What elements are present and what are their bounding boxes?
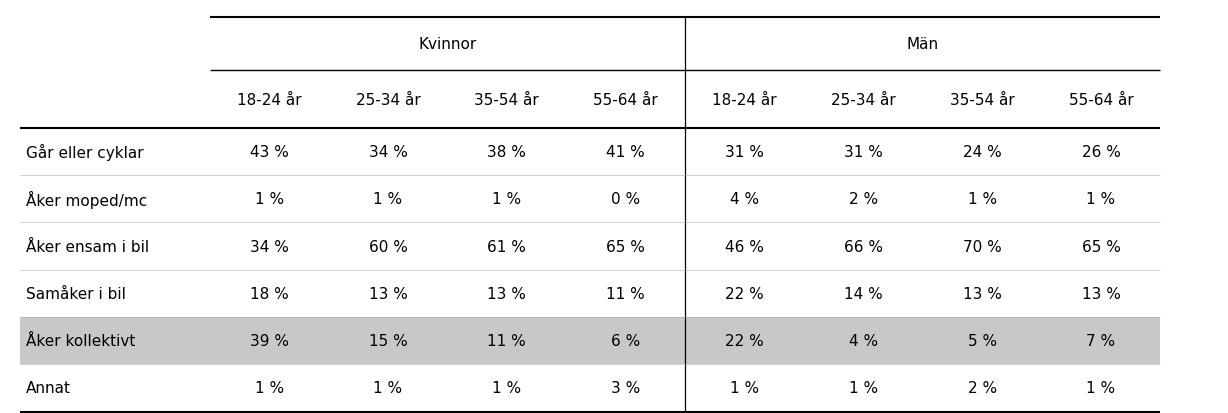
Text: 46 %: 46 % bbox=[725, 239, 764, 254]
Text: 61 %: 61 % bbox=[488, 239, 527, 254]
Text: 13 %: 13 % bbox=[963, 286, 1002, 301]
Text: Samåker i bil: Samåker i bil bbox=[26, 286, 125, 301]
Text: Åker ensam i bil: Åker ensam i bil bbox=[26, 239, 149, 254]
Text: 1 %: 1 % bbox=[1087, 380, 1115, 396]
Text: 25-34 år: 25-34 år bbox=[831, 93, 895, 107]
Text: 31 %: 31 % bbox=[844, 145, 883, 160]
Text: 1 %: 1 % bbox=[849, 380, 878, 396]
Text: 15 %: 15 % bbox=[368, 333, 408, 348]
Text: 11 %: 11 % bbox=[488, 333, 526, 348]
Text: 22 %: 22 % bbox=[725, 286, 764, 301]
Text: 1 %: 1 % bbox=[492, 192, 522, 207]
Text: 22 %: 22 % bbox=[725, 333, 764, 348]
Text: 35-54 år: 35-54 år bbox=[949, 93, 1014, 107]
Text: 70 %: 70 % bbox=[963, 239, 1002, 254]
Text: Män: Män bbox=[906, 37, 939, 52]
FancyBboxPatch shape bbox=[20, 317, 1160, 364]
Text: 34 %: 34 % bbox=[368, 145, 408, 160]
Text: 55-64 år: 55-64 år bbox=[593, 93, 658, 107]
Text: 60 %: 60 % bbox=[368, 239, 408, 254]
Text: 55-64 år: 55-64 år bbox=[1068, 93, 1133, 107]
Text: 13 %: 13 % bbox=[368, 286, 408, 301]
Text: 0 %: 0 % bbox=[612, 192, 640, 207]
Text: Kvinnor: Kvinnor bbox=[419, 37, 476, 52]
Text: 7 %: 7 % bbox=[1087, 333, 1115, 348]
Text: 41 %: 41 % bbox=[607, 145, 645, 160]
Text: 1 %: 1 % bbox=[729, 380, 759, 396]
Text: 18-24 år: 18-24 år bbox=[237, 93, 301, 107]
Text: 65 %: 65 % bbox=[607, 239, 645, 254]
Text: 1 %: 1 % bbox=[254, 380, 284, 396]
Text: 26 %: 26 % bbox=[1082, 145, 1120, 160]
Text: Åker moped/mc: Åker moped/mc bbox=[26, 190, 147, 208]
Text: 38 %: 38 % bbox=[488, 145, 527, 160]
Text: 4 %: 4 % bbox=[849, 333, 878, 348]
Text: 6 %: 6 % bbox=[612, 333, 640, 348]
Text: 34 %: 34 % bbox=[249, 239, 289, 254]
Text: 43 %: 43 % bbox=[249, 145, 289, 160]
Text: 35-54 år: 35-54 år bbox=[474, 93, 539, 107]
Text: 14 %: 14 % bbox=[844, 286, 883, 301]
Text: 13 %: 13 % bbox=[488, 286, 527, 301]
Text: 1 %: 1 % bbox=[373, 192, 403, 207]
Text: 1 %: 1 % bbox=[968, 192, 997, 207]
Text: Går eller cyklar: Går eller cyklar bbox=[26, 144, 144, 161]
Text: 24 %: 24 % bbox=[963, 145, 1002, 160]
Text: Annat: Annat bbox=[26, 380, 71, 396]
Text: 66 %: 66 % bbox=[844, 239, 883, 254]
Text: 1 %: 1 % bbox=[1087, 192, 1115, 207]
Text: 1 %: 1 % bbox=[373, 380, 403, 396]
Text: 2 %: 2 % bbox=[849, 192, 878, 207]
Text: 39 %: 39 % bbox=[249, 333, 289, 348]
Text: 4 %: 4 % bbox=[729, 192, 759, 207]
Text: 1 %: 1 % bbox=[492, 380, 522, 396]
Text: 13 %: 13 % bbox=[1082, 286, 1120, 301]
Text: 31 %: 31 % bbox=[725, 145, 764, 160]
Text: 2 %: 2 % bbox=[968, 380, 997, 396]
Text: 11 %: 11 % bbox=[607, 286, 645, 301]
Text: 5 %: 5 % bbox=[968, 333, 997, 348]
Text: 25-34 år: 25-34 år bbox=[356, 93, 420, 107]
Text: 18 %: 18 % bbox=[249, 286, 289, 301]
Text: 1 %: 1 % bbox=[254, 192, 284, 207]
Text: 65 %: 65 % bbox=[1082, 239, 1120, 254]
Text: Åker kollektivt: Åker kollektivt bbox=[26, 333, 135, 348]
Text: 3 %: 3 % bbox=[612, 380, 640, 396]
Text: 18-24 år: 18-24 år bbox=[712, 93, 777, 107]
